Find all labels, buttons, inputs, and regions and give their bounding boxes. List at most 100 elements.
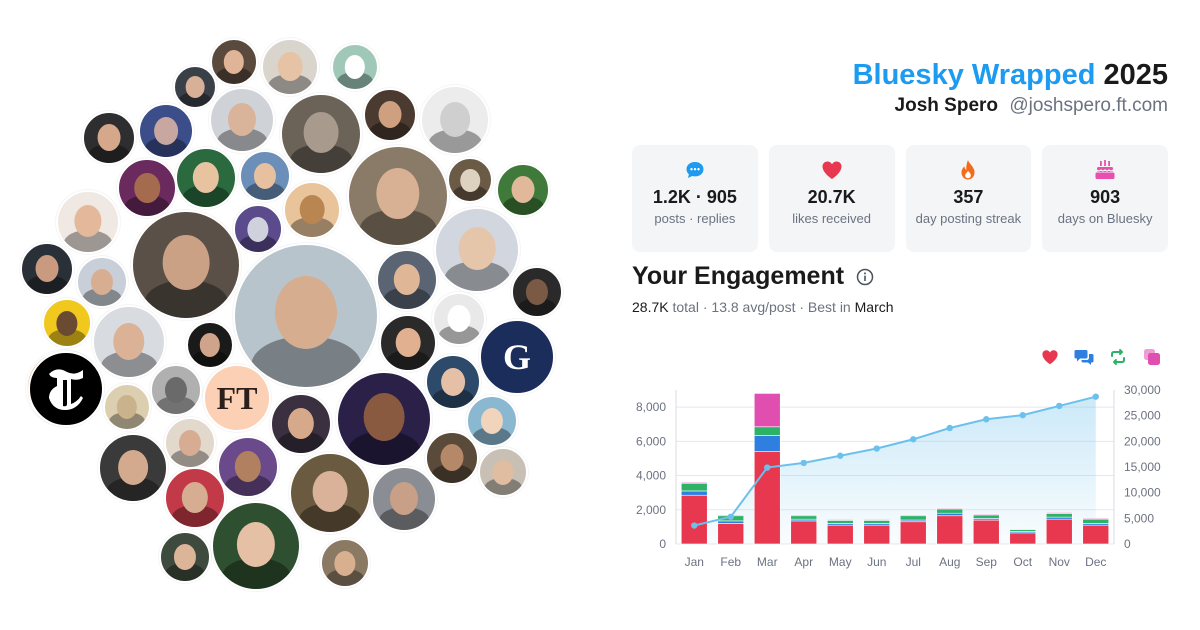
- avatar-body: [379, 506, 429, 530]
- avatar-body: [472, 426, 512, 445]
- avatar-face: [154, 116, 178, 145]
- avatar-face: [162, 235, 210, 291]
- avatar: [42, 298, 92, 348]
- bar-segment-reposts: [899, 515, 927, 521]
- avatar: [164, 467, 226, 529]
- avatar-face: [178, 429, 202, 456]
- avatar-face: [274, 275, 338, 349]
- avatar-face: [223, 50, 245, 75]
- x-tick-label: Oct: [1013, 555, 1032, 569]
- avatar-body: [239, 234, 277, 252]
- bar-segment-likes: [899, 521, 927, 545]
- x-tick-label: Nov: [1049, 555, 1070, 569]
- avatar-body: [386, 349, 430, 370]
- x-tick-label: Jul: [906, 555, 921, 569]
- avatar: [164, 417, 216, 469]
- header: Bluesky Wrapped 2025 Josh Spero @joshspe…: [853, 58, 1168, 118]
- avatar: [347, 145, 449, 247]
- cumulative-point: [1056, 402, 1063, 410]
- bar-segment-likes: [1082, 524, 1110, 545]
- avatar-body: [124, 195, 170, 216]
- avatar: [28, 351, 104, 427]
- y-left-tick-label: 8,000: [636, 400, 666, 414]
- avatar-body: [64, 229, 112, 252]
- avatar-face: [460, 168, 480, 192]
- avatar: [175, 147, 237, 209]
- avatar-logo-text: FT: [216, 379, 258, 416]
- avatar: [331, 43, 379, 91]
- bar-segment-reposts: [936, 508, 964, 514]
- avatar: [117, 158, 177, 218]
- avatar-body: [438, 325, 480, 344]
- quote-icon[interactable]: [1142, 347, 1162, 367]
- avatar-body: [26, 275, 68, 294]
- avatar: [92, 305, 166, 379]
- bar-segment-quotes: [680, 482, 708, 484]
- avatar-body: [217, 127, 267, 151]
- engagement-title-text: Your Engagement: [632, 262, 845, 290]
- avatar: [320, 538, 370, 588]
- bar-segment-quotes: [753, 393, 781, 428]
- stat-card-likes: 20.7K likes received: [768, 145, 895, 252]
- avatar: [56, 190, 120, 254]
- avatar: [233, 204, 283, 254]
- bar-segment-likes: [863, 524, 891, 545]
- stat-value: 1.2K · 905: [652, 187, 737, 207]
- avatar: FT: [203, 364, 271, 432]
- stat-label: days on Bluesky: [1057, 211, 1153, 226]
- y-left-tick-label: 0: [659, 537, 666, 551]
- avatar: [425, 431, 479, 485]
- avatar-face: [74, 205, 102, 238]
- avatar-face: [378, 101, 402, 129]
- avatar-face: [118, 449, 148, 485]
- avatar-body: [431, 464, 473, 483]
- y-left-tick-label: 2,000: [636, 503, 666, 517]
- x-tick-label: Sep: [976, 555, 998, 569]
- stat-value: 357: [953, 187, 984, 207]
- stat-value: 20.7K: [807, 187, 856, 207]
- cumulative-point: [764, 464, 771, 471]
- avatar-body: [170, 448, 210, 467]
- avatar-face: [441, 367, 465, 396]
- avatar: [379, 314, 437, 372]
- avatar-face: [97, 124, 121, 152]
- avatar-body: [452, 184, 488, 201]
- x-tick-label: Dec: [1085, 555, 1106, 569]
- bar-segment-quotes: [899, 514, 927, 517]
- avatar-body: [165, 562, 205, 581]
- heart-icon: [769, 159, 895, 181]
- avatar-body: [484, 477, 522, 495]
- avatar: [233, 243, 379, 389]
- bar-segment-likes: [1045, 518, 1073, 545]
- y-right-tick-label: 25,000: [1124, 409, 1161, 423]
- avatar-body: [178, 91, 212, 107]
- nyt-logo-icon: [49, 369, 83, 410]
- info-icon[interactable]: [856, 268, 874, 286]
- x-tick-label: Jan: [685, 555, 704, 569]
- engagement-title: Your Engagement: [632, 262, 874, 291]
- y-right-tick-label: 15,000: [1124, 460, 1161, 474]
- avatar-face: [287, 408, 315, 440]
- avatar-face: [440, 101, 470, 137]
- avatar-face: [164, 376, 188, 403]
- bar-segment-quotes: [826, 519, 854, 521]
- cake-icon: [1042, 159, 1168, 181]
- avatar-face: [90, 268, 114, 295]
- avatar: [478, 447, 528, 497]
- avatar: [447, 157, 493, 203]
- avatar: [511, 266, 563, 318]
- bar-segment-likes: [972, 519, 1000, 545]
- avatar-face: [458, 227, 496, 271]
- bar-segment-reposts: [826, 520, 854, 524]
- user-handle: @joshspero.ft.com: [1009, 95, 1168, 116]
- chart-legend: [1040, 347, 1162, 367]
- avatar-body: [326, 568, 364, 586]
- reply-icon[interactable]: [1074, 347, 1094, 367]
- heart-icon[interactable]: [1040, 347, 1060, 367]
- avatar: [496, 163, 550, 217]
- x-tick-label: Aug: [939, 555, 960, 569]
- user-line: Josh Spero @joshspero.ft.com: [853, 94, 1168, 118]
- avatar: [239, 150, 291, 202]
- repost-icon[interactable]: [1108, 347, 1128, 367]
- avatar-face: [173, 543, 197, 570]
